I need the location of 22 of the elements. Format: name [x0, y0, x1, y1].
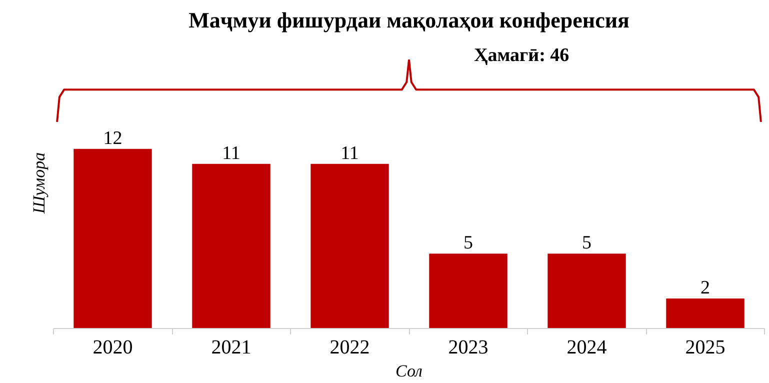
bar	[74, 148, 152, 328]
text: Ҳамагӣ: 46	[474, 44, 570, 66]
chart-title: Маҷмуи фишурдаи мақолаҳои конференсия	[188, 8, 630, 32]
x-tick-label: 2025	[685, 336, 726, 358]
bar	[666, 298, 744, 328]
x-tick-label: 2020	[92, 336, 133, 358]
data-label: 12	[103, 128, 122, 149]
bar	[310, 164, 389, 328]
data-label: 2	[700, 278, 710, 299]
x-axis-title: Сол	[396, 362, 422, 380]
data-label: 11	[340, 142, 359, 164]
bar	[548, 254, 626, 328]
x-tick-label: 2024	[566, 336, 607, 358]
bar	[429, 254, 508, 328]
x-tick-label: 2021	[211, 336, 252, 358]
data-label: 5	[464, 232, 473, 254]
x-tick-label: 2023	[448, 336, 488, 358]
bar	[192, 164, 270, 328]
x-tick-label: 2022	[330, 336, 370, 358]
data-label: 11	[222, 142, 240, 164]
y-axis-title: Шумора	[30, 152, 48, 215]
data-label: 5	[582, 232, 592, 254]
